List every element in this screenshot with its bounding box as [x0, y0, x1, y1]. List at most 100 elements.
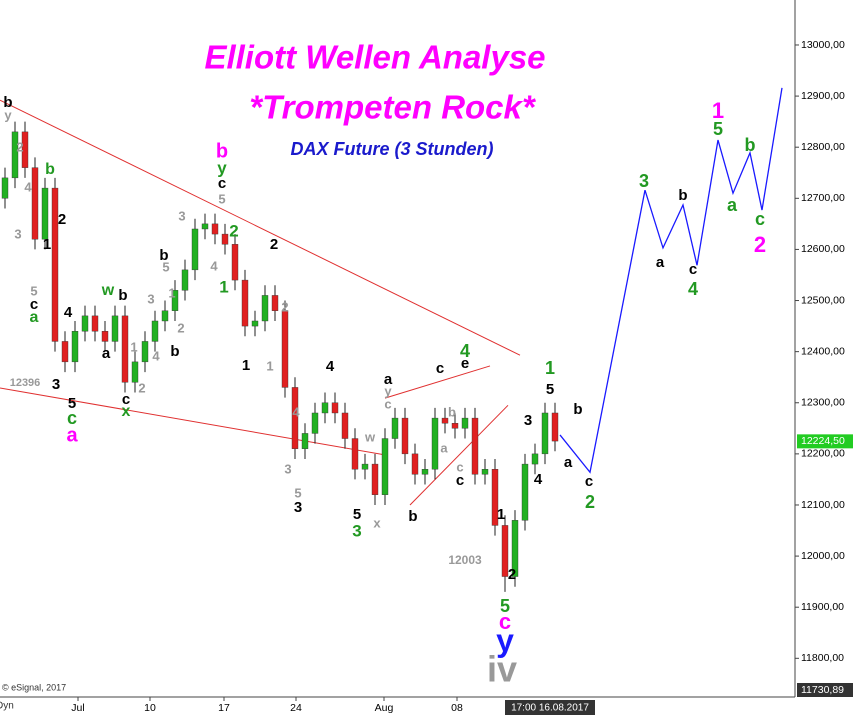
candle-body [31, 167, 39, 240]
candle-body [111, 315, 119, 342]
candle-body [501, 525, 509, 577]
wave-label: c [499, 609, 511, 634]
candle-body [181, 269, 189, 291]
wave-label: b [170, 343, 179, 360]
y-tick-label: 13000,00 [801, 39, 845, 51]
wave-label: c [122, 391, 130, 408]
y-tick-label: 12600,00 [801, 243, 845, 255]
wave-label: 12003 [448, 553, 482, 567]
candle-body [381, 438, 389, 495]
candle-body [431, 417, 439, 470]
wave-label: 2 [270, 236, 278, 253]
candle-body [231, 244, 239, 281]
candle-body [121, 315, 129, 383]
wave-label: 2 [585, 492, 595, 512]
wave-label: 4 [534, 471, 543, 488]
candle-body [531, 453, 539, 465]
candle-body [201, 223, 209, 230]
wave-label: a [564, 454, 573, 471]
candle-body [411, 453, 419, 475]
x-tick-label: Jul [71, 702, 84, 714]
y-tick-label: 12700,00 [801, 192, 845, 204]
candle-body [81, 315, 89, 332]
last-price-label: 12224,50 [801, 435, 845, 447]
wave-label: 1 [242, 357, 250, 374]
wave-label: 2 [16, 139, 23, 154]
y-tick-label: 11900,00 [801, 601, 844, 613]
candle-body [71, 331, 79, 363]
wave-label: 2 [754, 232, 766, 257]
candle-body [41, 187, 49, 240]
wave-label: b [745, 135, 756, 155]
mode-label: Dyn [0, 701, 14, 712]
y-tick-label: 12500,00 [801, 294, 845, 306]
candle-body [261, 295, 269, 322]
wave-label: c [218, 175, 226, 192]
wave-label: a [440, 440, 448, 455]
candle-body [251, 320, 259, 327]
candle-body [141, 341, 149, 363]
candle-body [101, 331, 109, 342]
wave-label: 4 [688, 279, 698, 299]
wave-label: 5 [500, 596, 510, 616]
candle-body [371, 463, 379, 495]
x-tick-label: 10 [144, 702, 156, 714]
wave-label: a [102, 345, 111, 362]
wave-label: y [217, 158, 227, 177]
y-tick-label: 12900,00 [801, 90, 845, 102]
wave-label: 4 [152, 348, 160, 363]
candle-body [471, 417, 479, 475]
candle-body [131, 361, 139, 383]
y-tick-label: 12200,00 [801, 448, 845, 460]
wave-label: c [456, 459, 463, 474]
y-tick-label: 12300,00 [801, 397, 845, 409]
wave-label: 5 [353, 506, 361, 523]
wave-label: c [30, 296, 38, 313]
candle-body [271, 295, 279, 311]
wave-label: b [45, 161, 55, 178]
candle-body [1, 177, 9, 199]
wave-label: a [656, 254, 665, 271]
wave-label: 3 [352, 521, 361, 540]
wave-label: y [384, 383, 392, 398]
wave-label: b [3, 94, 12, 111]
wave-label: 2 [508, 566, 516, 583]
y-tick-label: 12800,00 [801, 141, 845, 153]
wave-label: 2 [177, 320, 184, 335]
x-tick-label: 17 [218, 702, 230, 714]
candle-body [161, 310, 169, 322]
low-price-label: 11730,89 [801, 684, 844, 696]
x-tick-label: 24 [290, 702, 302, 714]
candle-body [151, 320, 159, 342]
forecast-line [559, 87, 783, 474]
candle-body [291, 387, 299, 449]
wave-label: 4 [210, 258, 218, 273]
y-tick-label: 11800,00 [801, 652, 844, 664]
y-tick-label: 12000,00 [801, 550, 845, 562]
wave-label: x [373, 515, 381, 530]
candle-body [341, 412, 349, 439]
wave-label: w [101, 282, 115, 299]
candle-body [61, 341, 69, 363]
wave-label: c [436, 360, 444, 377]
candle-body [221, 233, 229, 245]
wave-label: 3 [639, 171, 649, 191]
wave-label: 5 [162, 259, 169, 274]
candle-body [311, 412, 319, 434]
wave-label: 1 [497, 506, 505, 523]
wave-label: 3 [524, 412, 532, 429]
candle-body [391, 417, 399, 439]
wave-label: 4 [460, 341, 470, 361]
wave-label: 3 [294, 499, 302, 516]
trendline [384, 365, 491, 399]
low-price-box [797, 683, 853, 697]
candle-body [461, 417, 469, 429]
wave-label: 3 [14, 226, 21, 241]
wave-label: 4 [24, 179, 32, 194]
wave-label: 3 [178, 208, 185, 223]
wave-label: b [573, 401, 582, 418]
wave-label: 4 [326, 358, 335, 375]
trendline [0, 387, 386, 456]
candle-body [361, 463, 369, 470]
